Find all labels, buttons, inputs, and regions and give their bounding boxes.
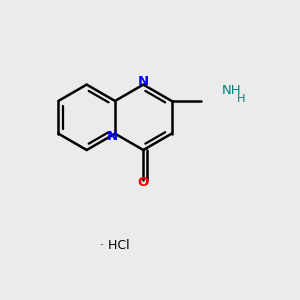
Text: O: O (138, 176, 149, 189)
Text: · HCl: · HCl (100, 238, 129, 252)
Text: H: H (236, 94, 245, 104)
Text: N: N (106, 130, 118, 143)
Text: NH: NH (222, 84, 242, 97)
Text: N: N (138, 75, 149, 88)
